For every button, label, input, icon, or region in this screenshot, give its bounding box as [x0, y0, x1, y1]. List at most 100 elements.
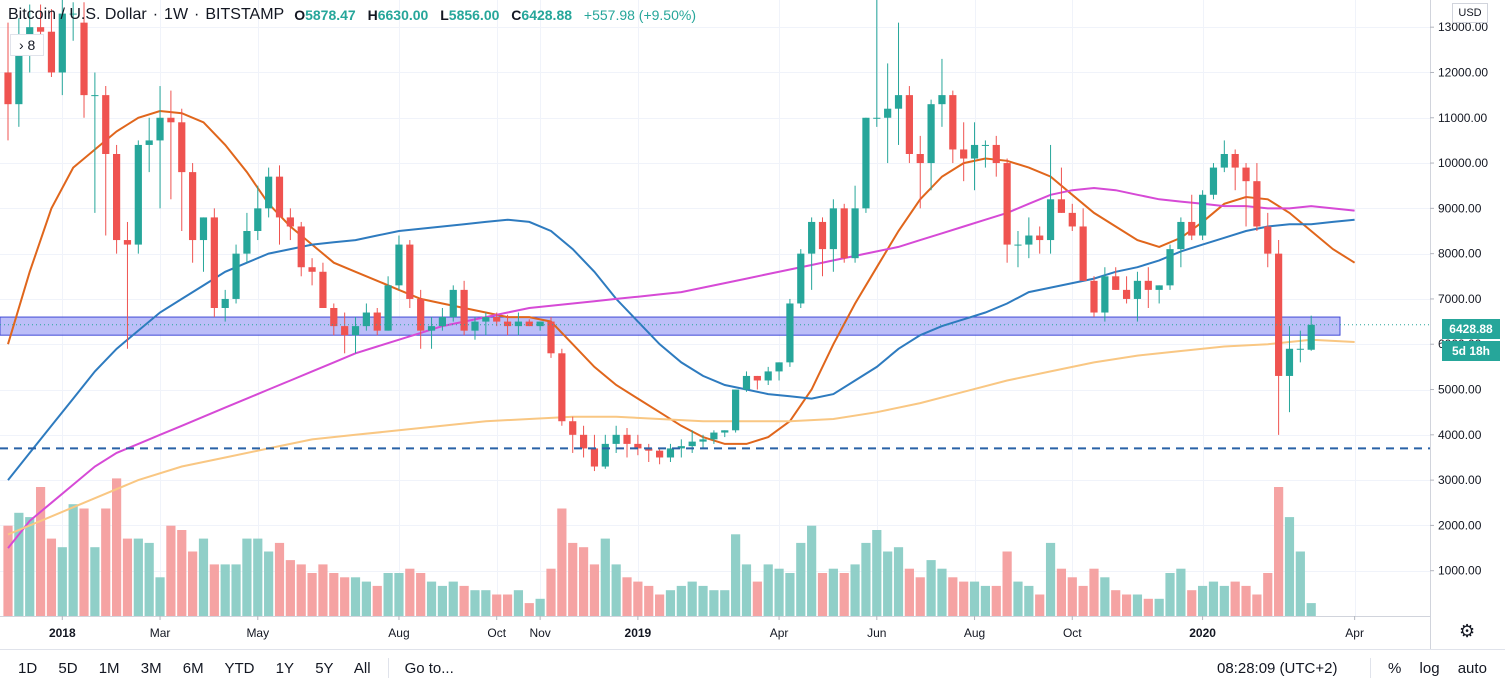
high-label: H — [367, 7, 378, 23]
candle-body — [1220, 154, 1228, 168]
close-label: C — [511, 7, 522, 23]
candle-body — [69, 13, 77, 15]
candle-body — [786, 303, 794, 363]
candle-body — [384, 285, 392, 331]
timeframe-6m-button[interactable]: 6M — [182, 659, 204, 677]
volume-bar — [937, 568, 947, 616]
volume-bar — [35, 487, 46, 616]
volume-bar — [426, 581, 437, 616]
volume-bar — [79, 508, 89, 616]
candle-body — [1003, 163, 1011, 245]
volume-bar — [274, 542, 285, 616]
candle-body — [905, 95, 913, 154]
candle-body — [960, 149, 968, 159]
candle-body — [656, 450, 664, 458]
interval-label[interactable]: 1W — [164, 6, 189, 23]
currency-badge[interactable]: USD — [1452, 3, 1488, 23]
candle-body — [1155, 285, 1163, 290]
candle-body — [797, 253, 805, 304]
symbol-name[interactable]: Bitcoin / U.S. Dollar — [8, 6, 147, 23]
volume-bar — [698, 585, 708, 616]
volume-bar — [296, 564, 306, 616]
volume-bar — [285, 560, 295, 616]
volume-bar — [1230, 581, 1240, 616]
close-value: 6428.88 — [521, 7, 573, 23]
candle-body — [884, 108, 892, 118]
volume-bar — [676, 585, 686, 616]
volume-bar — [1013, 581, 1023, 616]
candle-body — [808, 221, 816, 254]
goto-date-button[interactable]: Go to... — [404, 659, 454, 677]
auto-scale-button[interactable]: auto — [1457, 659, 1487, 677]
volume-bar — [1198, 585, 1208, 616]
volume-bar — [1078, 585, 1088, 616]
volume-bar — [198, 538, 209, 616]
candle-body — [1177, 221, 1185, 250]
timeframe-3m-button[interactable]: 3M — [140, 659, 162, 677]
candle-body — [1144, 280, 1152, 290]
chart-legend-header: Bitcoin / U.S. Dollar · 1W · BITSTAMP O5… — [8, 4, 704, 26]
candle-body — [699, 439, 707, 442]
open-label: O — [294, 7, 306, 23]
volume-bar — [513, 590, 524, 616]
candle-body — [427, 326, 436, 331]
y-tick-label: 10000.00 — [1438, 156, 1488, 170]
candle-body — [1296, 348, 1304, 350]
candle-body — [569, 421, 577, 435]
candle-body — [373, 312, 381, 331]
timeframe-1d-button[interactable]: 1D — [18, 659, 38, 677]
timeframe-5d-button[interactable]: 5D — [58, 659, 78, 677]
timeframe-5y-button[interactable]: 5Y — [315, 659, 334, 677]
candlesticks — [4, 0, 1315, 472]
gear-icon[interactable]: ⚙ — [1459, 621, 1476, 641]
timeframe-ytd-button[interactable]: YTD — [224, 659, 255, 677]
indicators-toggle-button[interactable]: › 8 — [10, 34, 45, 56]
volume-bar — [655, 594, 665, 616]
candle-body — [265, 176, 273, 209]
y-tick-label: 3000.00 — [1438, 473, 1482, 487]
timeframe-1y-button[interactable]: 1Y — [275, 659, 295, 677]
x-axis-ticks: 2018 Mar May Aug Oct Nov 2019 Apr Jun Aug Oct 2020 A… — [49, 616, 1364, 640]
volume-bar — [144, 542, 154, 616]
candle-body — [634, 443, 642, 449]
percent-scale-button[interactable]: % — [1388, 659, 1402, 677]
volume-bar — [329, 573, 339, 616]
candle-body — [178, 122, 186, 173]
candle-body — [949, 95, 957, 150]
volume-bar — [405, 568, 415, 616]
y-tick-label: 7000.00 — [1438, 292, 1482, 306]
x-tick-label: Oct — [1063, 626, 1082, 640]
x-tick-label: Apr — [1345, 626, 1364, 640]
volume-bar — [969, 581, 980, 616]
candle-body — [1090, 280, 1098, 313]
moving-average-line — [7, 218, 1355, 481]
clock-timezone-button[interactable]: 08:28:09 (UTC+2) — [1217, 659, 1338, 677]
volume-bar — [1208, 581, 1219, 616]
candle-body — [210, 217, 218, 308]
timeframe-all-button[interactable]: All — [353, 659, 371, 677]
candle-body — [992, 144, 1000, 164]
log-scale-button[interactable]: log — [1419, 659, 1440, 677]
volume-bar — [90, 547, 100, 616]
candle-body — [308, 267, 316, 272]
candle-body — [4, 72, 12, 105]
volume-bar — [242, 538, 252, 616]
volume-bar — [350, 577, 361, 616]
dot-separator: · — [152, 6, 159, 23]
dot-separator: · — [194, 6, 200, 23]
timeframe-1m-button[interactable]: 1M — [98, 659, 120, 677]
candle-body — [938, 95, 946, 105]
volume-bar — [839, 573, 849, 616]
candle-body — [113, 154, 121, 241]
toolbar-divider — [387, 658, 389, 678]
volume-bar — [318, 564, 328, 616]
price-chart[interactable]: 1000.002000.003000.004000.005000.006000.… — [0, 0, 1505, 650]
candle-body — [123, 240, 132, 245]
candle-body — [145, 140, 153, 145]
candle-body — [1068, 212, 1076, 227]
volume-bar — [459, 585, 469, 616]
volume-bar — [850, 564, 860, 616]
volume-bar — [481, 590, 491, 616]
volume-bar — [1274, 487, 1284, 616]
x-tick-label: Mar — [150, 626, 171, 640]
